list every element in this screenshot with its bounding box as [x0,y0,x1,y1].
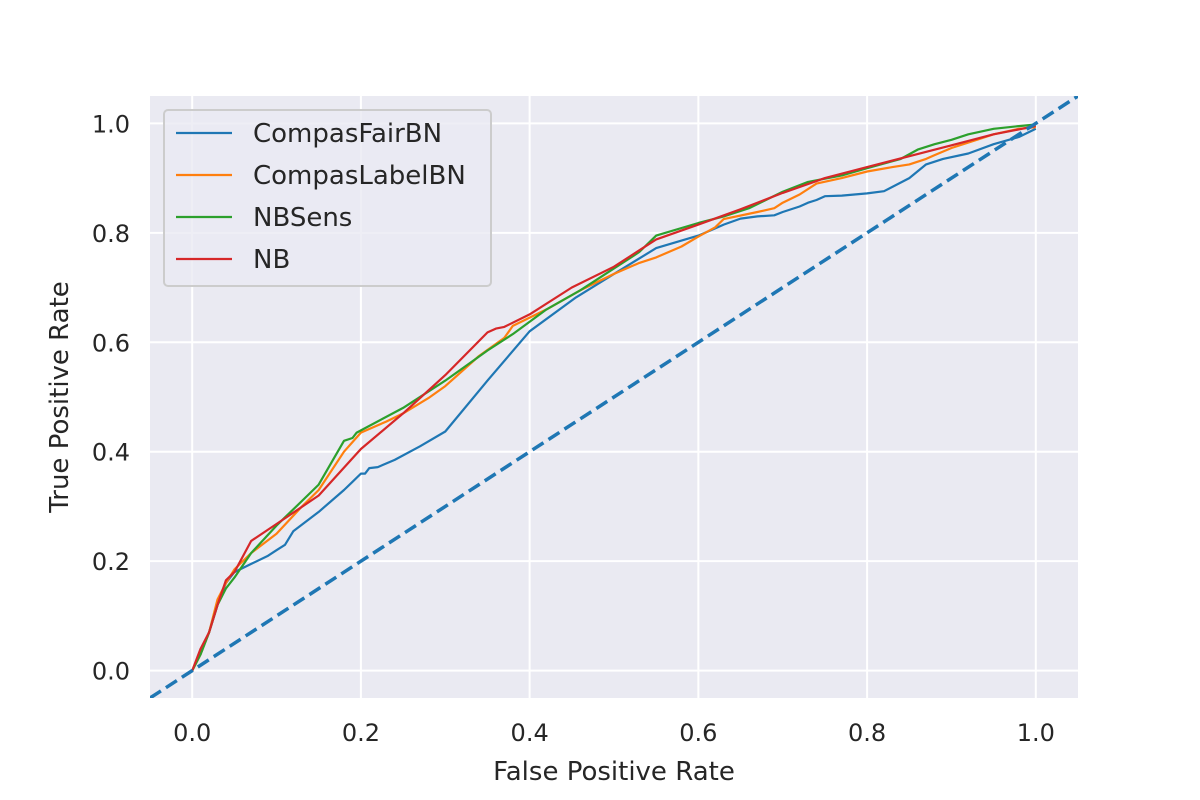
x-tick-label: 0.2 [342,719,380,747]
x-tick-label: 0.8 [848,719,886,747]
y-tick-label: 1.0 [92,110,130,138]
x-axis-label: False Positive Rate [493,757,735,787]
legend-box [163,109,492,287]
legend-label: NBSens [253,203,352,233]
y-tick-label: 0.6 [92,329,130,357]
y-tick-label: 0.8 [92,220,130,248]
x-tick-label: 0.6 [679,719,717,747]
diagonal-reference-line [150,96,1078,698]
tick-labels: 0.0 0.2 0.4 0.6 0.8 1.0 0.0 0.2 0.4 0.6 0.8 1.0 [92,110,1055,747]
y-tick-label: 0.2 [92,548,130,576]
legend-label: NB [253,245,290,275]
series-layer [150,96,1078,698]
y-tick-label: 0.0 [92,658,130,686]
x-tick-label: 1.0 [1017,719,1055,747]
series-line-nbsens [191,123,1036,672]
legend: CompasFairBN CompasLabelBN NBSens NB [163,109,492,287]
series-line-compaslabelbn [191,126,1036,672]
y-axis-label: True Positive Rate [45,281,75,514]
series-line-nb [191,125,1037,671]
series-line-compasfairbn [191,127,1037,672]
legend-label: CompasLabelBN [253,161,466,191]
x-tick-label: 0.4 [511,719,549,747]
grid [150,96,1078,698]
legend-label: CompasFairBN [253,119,442,149]
x-tick-label: 0.0 [173,719,211,747]
y-tick-label: 0.4 [92,439,130,467]
